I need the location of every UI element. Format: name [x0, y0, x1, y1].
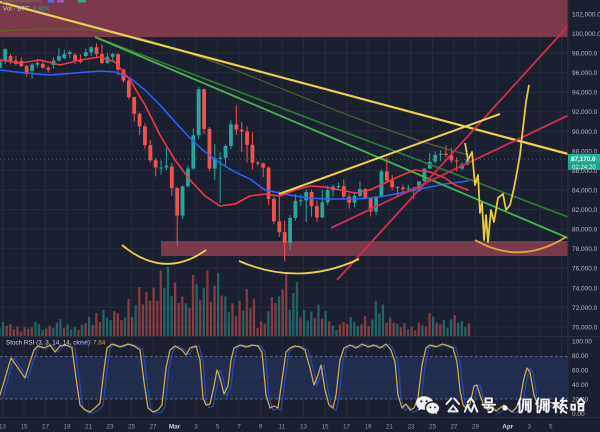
svg-text:3: 3: [194, 424, 198, 431]
svg-text:13: 13: [300, 424, 308, 431]
svg-text:8.82K: 8.82K: [33, 6, 50, 13]
svg-text:13: 13: [0, 424, 6, 431]
svg-text:80.00: 80.00: [572, 353, 589, 360]
svg-text:86,000.0: 86,000.0: [572, 168, 598, 175]
svg-text:87,170.0: 87,170.0: [571, 156, 596, 163]
svg-text:7: 7: [237, 424, 241, 431]
svg-text:94,000.0: 94,000.0: [572, 90, 598, 97]
svg-text:80,000.0: 80,000.0: [572, 227, 598, 234]
svg-text:82,000.0: 82,000.0: [572, 207, 598, 214]
svg-text:3: 3: [527, 424, 531, 431]
svg-text:19: 19: [364, 424, 372, 431]
svg-text:5: 5: [216, 424, 220, 431]
svg-text:11: 11: [279, 424, 286, 431]
svg-text:15: 15: [20, 424, 28, 431]
svg-text:23: 23: [407, 424, 415, 431]
svg-text:27: 27: [149, 424, 157, 431]
svg-text:90,000.0: 90,000.0: [572, 129, 598, 136]
svg-text:23: 23: [106, 424, 114, 431]
svg-text:25: 25: [429, 424, 437, 431]
svg-text:100,000.0: 100,000.0: [572, 31, 600, 38]
svg-text:25: 25: [128, 424, 136, 431]
svg-text:15: 15: [321, 424, 329, 431]
svg-text:40.00: 40.00: [572, 382, 589, 389]
svg-text:9: 9: [259, 424, 263, 431]
svg-text:100.00: 100.00: [572, 338, 592, 345]
svg-text:5: 5: [549, 424, 553, 431]
svg-text:60.00: 60.00: [572, 367, 589, 374]
svg-text:96,000.0: 96,000.0: [572, 70, 598, 77]
svg-text:76,000.0: 76,000.0: [572, 266, 598, 273]
svg-text:78,000.0: 78,000.0: [572, 246, 598, 253]
svg-text:102,000.0: 102,000.0: [572, 11, 600, 18]
svg-text:29: 29: [472, 424, 480, 431]
svg-text:12.25: 12.25: [76, 340, 92, 347]
svg-text:Mar: Mar: [169, 424, 181, 431]
svg-text:19: 19: [63, 424, 71, 431]
svg-text:88,000.0: 88,000.0: [572, 148, 598, 155]
svg-text:7.84: 7.84: [93, 340, 106, 347]
svg-text:21: 21: [85, 424, 93, 431]
svg-text:02:24:20: 02:24:20: [572, 164, 596, 171]
svg-text:92,000.0: 92,000.0: [572, 109, 598, 116]
svg-text:70,000.0: 70,000.0: [572, 324, 598, 331]
svg-text:17: 17: [42, 424, 50, 431]
svg-text:84,000.0: 84,000.0: [572, 188, 598, 195]
svg-text:Vol · BTC: Vol · BTC: [3, 6, 30, 13]
svg-text:Stoch RSI (3, 3, 14, 14, close: Stoch RSI (3, 3, 14, 14, close): [6, 340, 90, 347]
svg-text:21: 21: [386, 424, 394, 431]
svg-text:27: 27: [450, 424, 458, 431]
svg-text:Apr: Apr: [502, 424, 514, 431]
svg-text:72,000.0: 72,000.0: [572, 305, 598, 312]
svg-text:98,000.0: 98,000.0: [572, 51, 598, 58]
svg-text:17: 17: [343, 424, 351, 431]
svg-text:74,000.0: 74,000.0: [572, 285, 598, 292]
svg-text:0.00: 0.00: [572, 411, 585, 418]
